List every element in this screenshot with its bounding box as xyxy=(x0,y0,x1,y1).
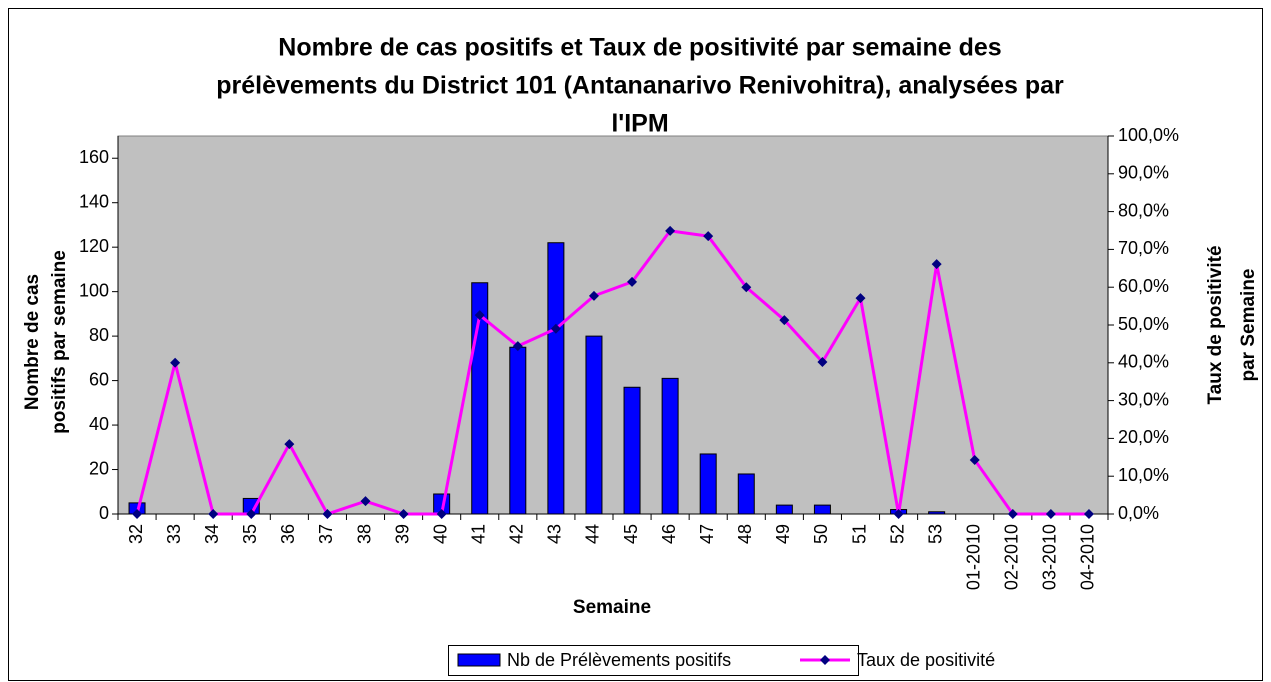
x-tick-label: 52 xyxy=(887,524,907,544)
y-tick-label: 60 xyxy=(89,369,109,389)
y2-axis-title: par Semaine xyxy=(1238,269,1259,382)
x-tick-label: 36 xyxy=(278,524,298,544)
y2-tick-label: 40,0% xyxy=(1118,352,1169,372)
x-tick-label: 32 xyxy=(126,524,146,544)
x-tick-label: 51 xyxy=(849,524,869,544)
x-tick-label: 47 xyxy=(697,524,717,544)
y-tick-label: 20 xyxy=(89,458,109,478)
x-tick-label: 37 xyxy=(316,524,336,544)
x-tick-label: 33 xyxy=(164,524,184,544)
x-tick-label: 48 xyxy=(735,524,755,544)
marker xyxy=(170,357,181,368)
marker xyxy=(1083,509,1094,519)
y-tick-label: 80 xyxy=(89,325,109,345)
x-tick-label: 38 xyxy=(354,524,374,544)
x-tick-label: 42 xyxy=(507,524,527,544)
y-tick-label: 140 xyxy=(79,191,109,211)
marker xyxy=(779,315,790,326)
x-tick-label: 39 xyxy=(392,524,412,544)
bar xyxy=(509,346,527,515)
bar xyxy=(737,473,755,515)
x-tick-label: 01-2010 xyxy=(963,524,983,590)
x-tick-label: 49 xyxy=(773,524,793,544)
legend-label: Nb de Prélèvements positifs xyxy=(507,650,731,670)
y-tick-label: 40 xyxy=(89,414,109,434)
bar xyxy=(585,335,603,515)
x-tick-label: 53 xyxy=(925,524,945,544)
bar xyxy=(813,504,831,515)
marker xyxy=(588,290,599,301)
x-axis-title: Semaine xyxy=(573,597,651,618)
y-tick-label: 160 xyxy=(79,147,109,167)
y2-tick-label: 70,0% xyxy=(1118,238,1169,258)
marker xyxy=(398,509,409,519)
marker xyxy=(931,259,942,270)
y2-tick-label: 80,0% xyxy=(1118,200,1169,220)
marker xyxy=(474,310,485,321)
y-tick-label: 0 xyxy=(99,503,109,523)
marker xyxy=(665,225,676,236)
line xyxy=(135,229,1089,516)
marker xyxy=(817,357,828,368)
legend-swatch xyxy=(457,653,501,667)
y-axis-title: Nombre de cas xyxy=(22,274,43,410)
plot-area xyxy=(117,135,1109,515)
x-tick-label: 03-2010 xyxy=(1040,524,1060,590)
y2-tick-label: 60,0% xyxy=(1118,276,1169,296)
x-tick-label: 35 xyxy=(240,524,260,544)
marker xyxy=(132,509,143,519)
marker xyxy=(360,496,371,507)
y2-tick-label: 10,0% xyxy=(1118,465,1169,485)
x-tick-label: 34 xyxy=(202,524,222,544)
marker xyxy=(703,231,714,242)
y2-tick-label: 30,0% xyxy=(1118,389,1169,409)
x-tick-label: 04-2010 xyxy=(1078,524,1098,590)
x-tick-label: 40 xyxy=(430,524,450,544)
marker xyxy=(550,323,561,334)
bar xyxy=(775,504,793,515)
chart-title: l'IPM xyxy=(611,110,668,138)
y-tick-label: 100 xyxy=(79,280,109,300)
marker xyxy=(284,439,295,450)
marker xyxy=(1007,509,1018,519)
marker xyxy=(436,509,447,519)
marker xyxy=(208,509,219,519)
marker xyxy=(1045,509,1056,519)
marker xyxy=(741,282,752,293)
marker xyxy=(322,509,333,519)
x-tick-label: 41 xyxy=(468,524,488,544)
marker xyxy=(855,293,866,304)
x-tick-label: 50 xyxy=(811,524,831,544)
x-tick-label: 45 xyxy=(621,524,641,544)
bar xyxy=(699,453,717,515)
legend: Nb de Prélèvements positifs Taux de posit… xyxy=(448,645,995,676)
y2-tick-label: 0,0% xyxy=(1118,503,1159,523)
marker xyxy=(969,454,980,465)
legend-label: Taux de positivité xyxy=(857,650,995,670)
bar xyxy=(623,386,641,515)
y2-axis-title: Taux de positivité xyxy=(1205,245,1226,404)
y-axis-title: positifs par semaine xyxy=(49,250,70,434)
y2-tick-label: 100,0% xyxy=(1118,125,1179,145)
y2-tick-label: 50,0% xyxy=(1118,314,1169,334)
x-tick-label: 46 xyxy=(659,524,679,544)
chart-title: prélèvements du District 101 (Antananari… xyxy=(216,72,1064,100)
marker xyxy=(246,509,257,519)
chart-title: Nombre de cas positifs et Taux de positi… xyxy=(278,34,1001,62)
x-tick-label: 43 xyxy=(545,524,565,544)
y-tick-label: 120 xyxy=(79,236,109,256)
marker xyxy=(893,509,904,519)
y2-tick-label: 90,0% xyxy=(1118,163,1169,183)
marker xyxy=(512,341,523,352)
bar xyxy=(661,377,679,515)
x-tick-label: 02-2010 xyxy=(1002,524,1022,590)
bar xyxy=(547,242,565,515)
legend-box xyxy=(448,645,859,676)
legend-marker xyxy=(820,655,830,665)
x-tick-label: 44 xyxy=(583,524,603,544)
marker xyxy=(627,276,638,287)
bar xyxy=(928,511,946,515)
y2-tick-label: 20,0% xyxy=(1118,427,1169,447)
